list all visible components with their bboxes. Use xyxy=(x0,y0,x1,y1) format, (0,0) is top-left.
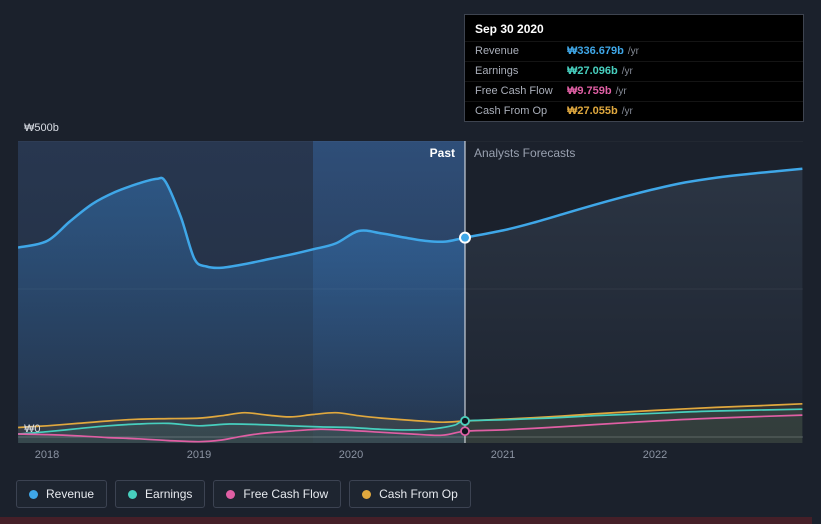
tooltip-row-value: ₩336.679b xyxy=(567,45,624,57)
tooltip-row-suffix: /yr xyxy=(621,66,633,77)
tooltip-row-fcf: Free Cash Flow ₩9.759b/yr xyxy=(465,81,803,101)
earnings-legend-dot-icon xyxy=(128,489,138,499)
revenue-area-forecast xyxy=(465,168,803,443)
cashop-legend-dot-icon xyxy=(362,489,372,499)
legend-item-label: Revenue xyxy=(46,487,95,501)
y-axis-label-max: ₩500b xyxy=(24,122,59,134)
revenue-marker[interactable] xyxy=(459,231,471,244)
legend-item-cashop[interactable]: Cash From Op xyxy=(349,480,471,508)
legend-item-label: Free Cash Flow xyxy=(243,487,329,501)
legend-item-revenue[interactable]: Revenue xyxy=(16,480,108,508)
x-tick-2022: 2022 xyxy=(642,449,668,461)
revenue-area-past xyxy=(18,177,465,443)
tooltip-row-revenue: Revenue ₩336.679b/yr xyxy=(465,41,803,61)
earnings-area xyxy=(18,409,803,443)
earnings-marker[interactable] xyxy=(460,416,470,426)
legend-item-label: Cash From Op xyxy=(379,487,458,501)
tooltip-row-suffix: /yr xyxy=(621,106,633,117)
fcf-marker[interactable] xyxy=(460,426,470,437)
x-tick-2021: 2021 xyxy=(490,449,516,461)
tooltip-rows: Revenue ₩336.679b/yr Earnings ₩27.096b/yr Fr… xyxy=(465,41,803,121)
bottom-banner xyxy=(0,517,812,524)
legend-item-fcf[interactable]: Free Cash Flow xyxy=(213,480,342,508)
cashop-line xyxy=(18,402,803,429)
tooltip-row-label: Earnings xyxy=(475,65,519,77)
legend-item-label: Earnings xyxy=(145,487,193,501)
x-tick-2018: 2018 xyxy=(34,449,60,461)
tooltip-row-value: ₩27.055b xyxy=(567,105,618,117)
tooltip-row-label: Free Cash Flow xyxy=(475,85,553,97)
tooltip: Sep 30 2020 Revenue ₩336.679b/yr Earnings ₩… xyxy=(464,14,804,122)
legend: Revenue Earnings Free Cash Flow Cash From O… xyxy=(16,480,471,508)
analysts-forecasts-label: Analysts Forecasts xyxy=(474,146,576,160)
tooltip-row-earnings: Earnings ₩27.096b/yr xyxy=(465,61,803,81)
tooltip-date: Sep 30 2020 xyxy=(475,22,544,36)
revenue-legend-dot-icon xyxy=(29,489,38,499)
x-tick-2020: 2020 xyxy=(338,449,364,461)
tooltip-row-label: Cash From Op xyxy=(475,105,548,117)
tooltip-row-label: Revenue xyxy=(475,45,520,57)
past-label: Past xyxy=(429,146,455,160)
earnings-line xyxy=(18,408,803,435)
fcf-legend-dot-icon xyxy=(226,489,236,499)
tooltip-row-cashop: Cash From Op ₩27.055b/yr xyxy=(465,101,803,121)
tooltip-row-suffix: /yr xyxy=(615,86,627,97)
legend-item-earnings[interactable]: Earnings xyxy=(115,480,206,508)
tooltip-row-value: ₩27.096b xyxy=(567,65,618,77)
revenue-line xyxy=(18,167,803,270)
tooltip-row-value: ₩9.759b xyxy=(567,85,612,97)
tooltip-row-suffix: /yr xyxy=(627,46,639,57)
x-tick-2019: 2019 xyxy=(186,449,212,461)
y-axis-label-zero: ₩0 xyxy=(24,423,41,435)
fcf-line xyxy=(18,414,803,443)
plot-area xyxy=(18,141,803,443)
